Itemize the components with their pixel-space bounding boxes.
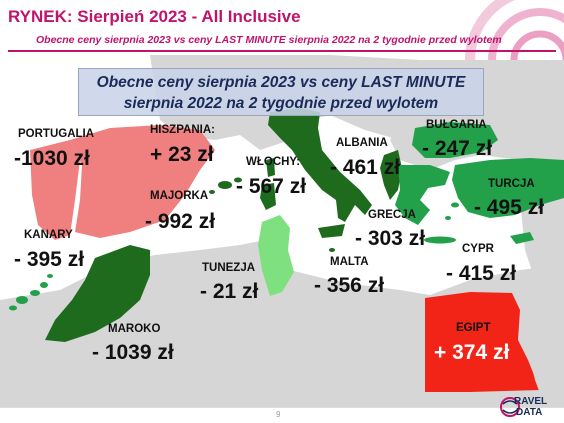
logo-line-2: DATA [516,407,543,418]
label-egipt: EGIPT [456,322,491,334]
region-wlochy-sycylia [318,224,345,238]
region-grecja-wyspa-2 [445,216,451,220]
logo-globe-icon [500,397,520,417]
value-wlochy: - 567 zł [236,175,307,198]
region-wlochy [268,108,372,222]
region-albania [380,150,402,200]
region-majorka-3 [209,190,215,194]
value-majorka: - 992 zł [145,210,216,233]
land-red-sea-coast [528,290,564,407]
value-albania: - 461 zł [330,156,401,179]
label-portugalia: PORTUGALIA [18,128,95,140]
value-kanary: - 395 zł [14,248,85,271]
region-grecja [395,165,450,225]
value-portugalia: -1030 zł [14,147,90,170]
region-malta [329,248,335,252]
label-kanary: KANARY [24,229,73,241]
label-cypr: CYPR [462,243,494,255]
value-malta: - 356 zł [314,274,385,297]
region-wlochy-sardynia [260,183,276,210]
value-tunezja: - 21 zł [200,280,259,303]
label-turcja: TURCJA [488,178,535,190]
value-hiszpania: + 23 zł [150,143,214,166]
footer-divider [0,407,564,408]
region-maroko [45,245,150,342]
label-majorka: MAJORKA [150,190,209,202]
region-cypr [510,232,534,244]
region-wlochy-korsyka [266,158,275,177]
region-grecja-kreta [424,236,456,244]
region-egipt [425,292,540,392]
header-divider [8,50,556,52]
travel-data-logo: RAVEL DATA [500,393,560,421]
value-cypr: - 415 zł [446,262,517,285]
value-egipt: + 374 zł [434,341,510,364]
label-tunezja: TUNEZJA [202,262,256,274]
land-middle-east [520,195,564,280]
region-grecja-wyspa [451,202,459,208]
page-number: 9 [276,410,281,419]
page-title: RYNEK: Sierpień 2023 - All Inclusive [8,7,301,26]
region-majorka [218,181,232,189]
comparison-banner: Obecne ceny sierpnia 2023 vs ceny LAST M… [78,68,484,116]
value-bulgaria: - 247 zł [422,137,493,160]
label-maroko: MAROKO [108,323,161,335]
label-albania: ALBANIA [336,137,388,149]
logo-line-1: RAVEL [514,396,548,407]
region-tunezja [258,215,294,296]
page-subtitle: Obecne ceny sierpnia 2023 vs ceny LAST M… [36,34,502,46]
label-malta: MALTA [330,256,369,268]
region-kanary [9,274,53,311]
label-hiszpania: HISZPANIA: [150,124,215,136]
label-grecja: GRECJA [368,209,416,221]
value-turcja: - 495 zł [474,196,545,219]
label-wlochy: WŁOCHY: [246,156,301,168]
banner-line-1: Obecne ceny sierpnia 2023 vs ceny LAST M… [96,74,466,91]
region-portugalia [30,140,80,240]
region-majorka-2 [234,177,242,183]
region-turcja [452,158,564,218]
value-grecja: - 303 zł [355,227,426,250]
region-hiszpania [70,125,215,238]
value-maroko: - 1039 zł [92,341,174,364]
region-bulgaria [412,122,498,158]
banner-line-2: sierpnia 2022 na 2 tygodnie przed wylote… [123,95,439,112]
label-bulgaria: BUŁGARIA [426,119,487,131]
